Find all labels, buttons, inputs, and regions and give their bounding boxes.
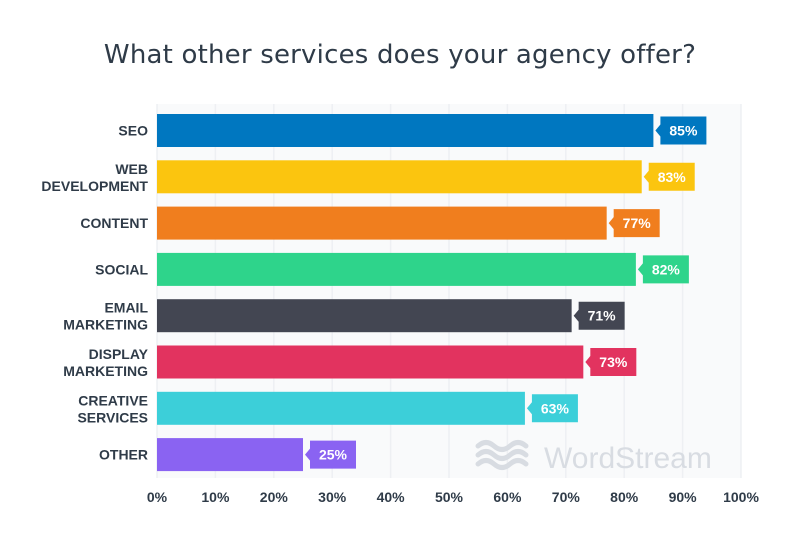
- x-tick-label: 10%: [201, 489, 230, 505]
- x-tick-label: 90%: [669, 489, 698, 505]
- data-label-badge: [585, 348, 637, 376]
- wordstream-waves-icon: [475, 440, 529, 470]
- category-label: WEB DEVELOPMENT: [41, 161, 148, 194]
- x-tick-label: 80%: [610, 489, 639, 505]
- category-label: SOCIAL: [95, 261, 148, 277]
- bar: [157, 114, 654, 147]
- data-label: 83%: [658, 169, 687, 185]
- category-labels: SEO WEB DEVELOPMENT CONTENT SOCIAL EMAIL MARKE…: [41, 123, 148, 463]
- data-label: 85%: [669, 123, 698, 139]
- data-label-badge: [573, 301, 625, 330]
- data-label: 77%: [623, 215, 652, 231]
- data-label: 25%: [319, 447, 348, 463]
- x-tick-label: 20%: [260, 489, 289, 505]
- category-label: SEO: [118, 123, 148, 139]
- bars: 85% 83% 77% 82% 71% 73% 63% 25%: [157, 114, 707, 472]
- bar: [157, 299, 572, 333]
- bar: [157, 438, 303, 472]
- category-label: EMAIL MARKETING: [63, 300, 148, 333]
- watermark: WordStream: [475, 440, 712, 475]
- data-label-badge: [608, 209, 660, 238]
- x-tick-label: 100%: [723, 489, 759, 505]
- chart-title: What other services does your agency off…: [103, 40, 697, 70]
- data-label: 71%: [588, 308, 617, 324]
- watermark-text: WordStream: [544, 442, 712, 475]
- data-label: 63%: [541, 400, 570, 416]
- category-label: DISPLAY MARKETING: [63, 346, 148, 379]
- data-label: 82%: [652, 261, 681, 277]
- data-label: 73%: [599, 354, 628, 370]
- bar: [157, 252, 636, 286]
- bar: [157, 391, 525, 425]
- data-label-badge: [526, 394, 578, 423]
- bar: [157, 206, 607, 240]
- category-label: OTHER: [99, 447, 148, 463]
- bar: [157, 345, 584, 379]
- x-tick-label: 70%: [552, 489, 581, 505]
- x-axis-ticks: 0% 10% 20% 30% 40% 50% 60% 70% 80% 90% 100%: [147, 489, 760, 505]
- category-label: CONTENT: [80, 215, 148, 231]
- category-label: CREATIVE SERVICES: [77, 392, 148, 425]
- data-label-badge: [643, 162, 695, 191]
- x-tick-label: 0%: [147, 489, 168, 505]
- data-label-badge: [637, 255, 689, 284]
- x-tick-label: 60%: [493, 489, 522, 505]
- bar: [157, 160, 642, 194]
- x-tick-label: 30%: [318, 489, 347, 505]
- data-label-badge: [305, 440, 356, 469]
- x-tick-label: 40%: [377, 489, 406, 505]
- x-tick-label: 50%: [435, 489, 464, 505]
- data-label-badge: [655, 116, 707, 145]
